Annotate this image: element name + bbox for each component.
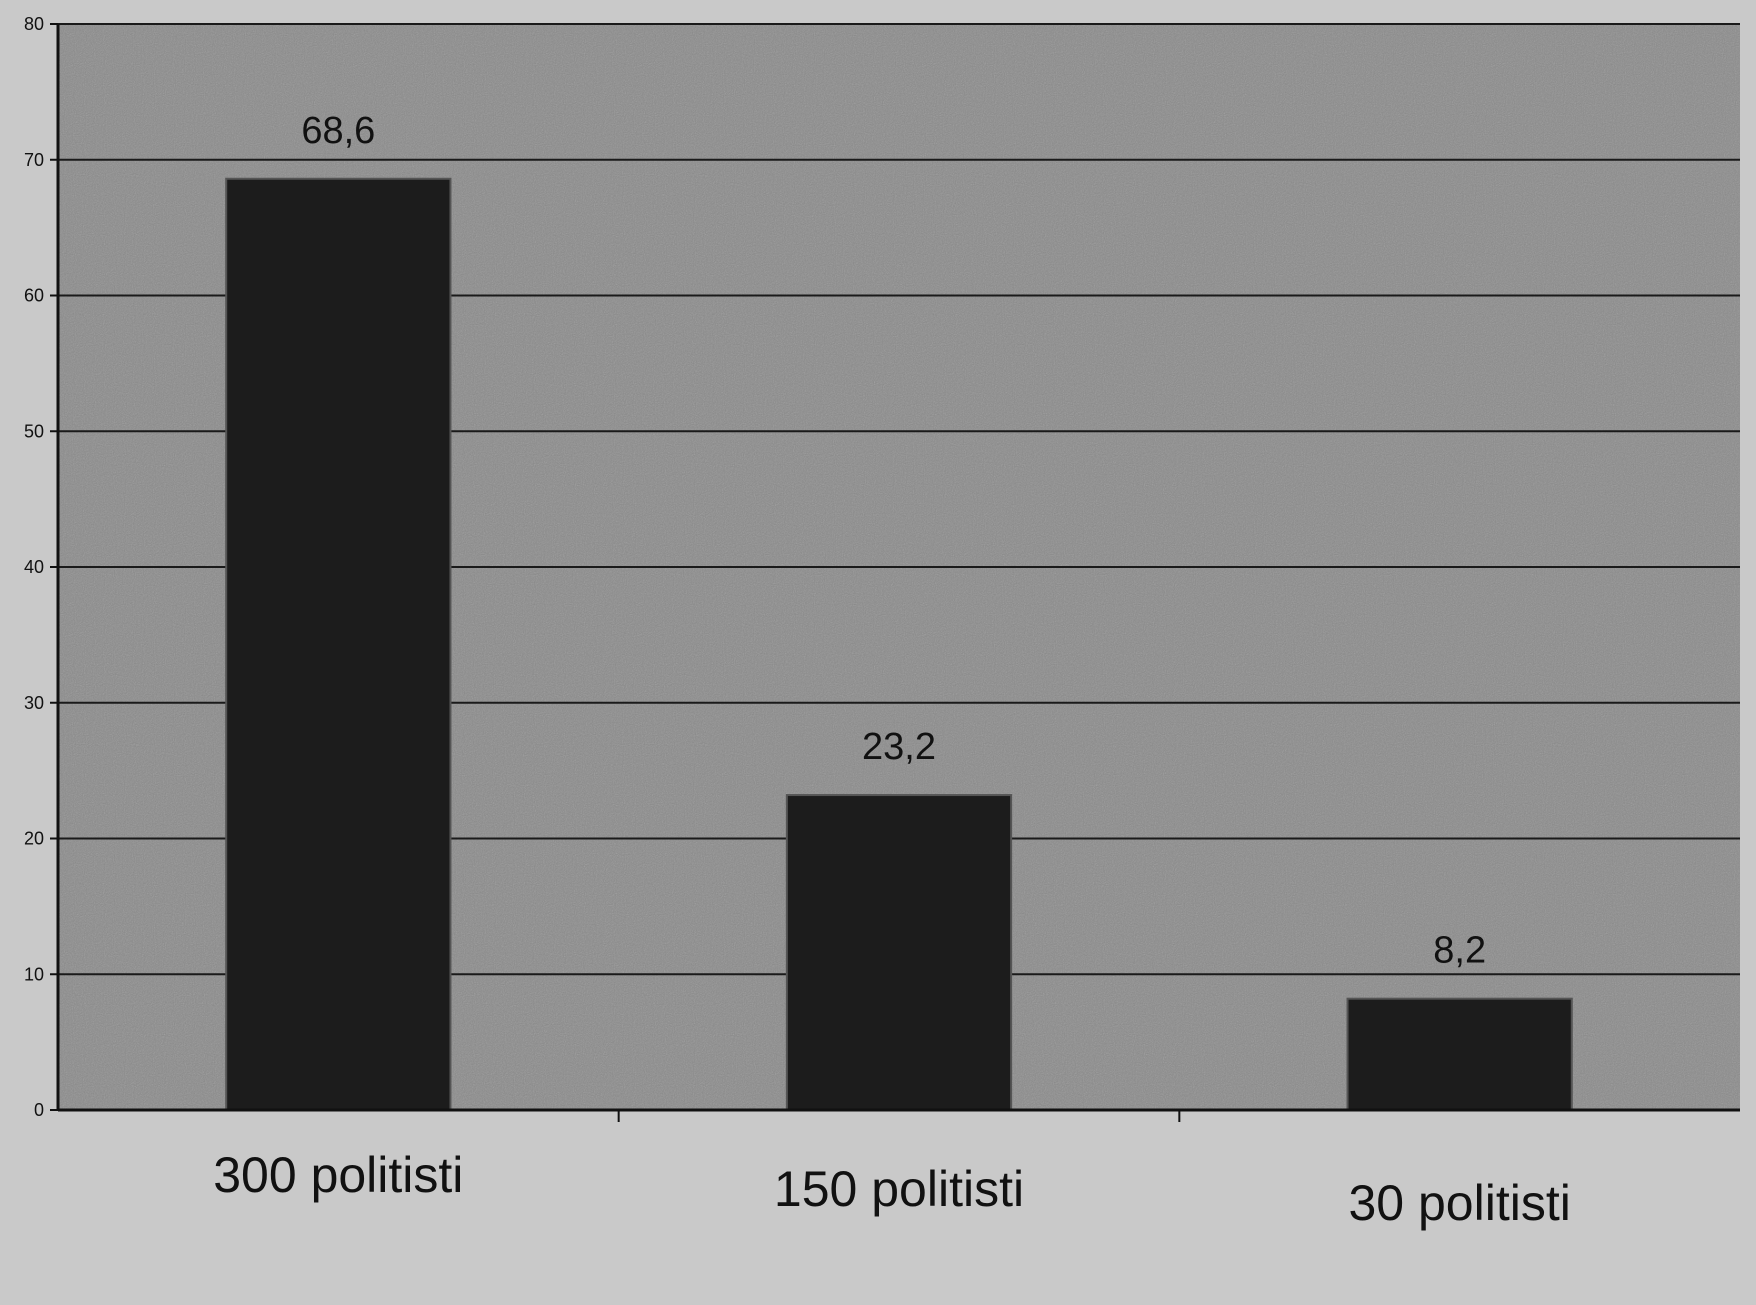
y-tick-label: 30	[24, 693, 44, 713]
y-tick-label: 70	[24, 150, 44, 170]
data-label: 23,2	[862, 726, 936, 768]
y-tick-label: 20	[24, 829, 44, 849]
y-tick-label: 80	[24, 14, 44, 34]
y-tick-label: 40	[24, 557, 44, 577]
y-tick-label: 50	[24, 421, 44, 441]
data-label: 68,6	[301, 110, 375, 152]
y-tick-labels: 0 10 20 30 40 50 60 70 80	[24, 14, 58, 1120]
bar	[1346, 997, 1573, 1111]
data-labels: 68,6 23,2 8,2	[301, 110, 1486, 972]
category-label: 30 politisti	[1348, 1175, 1570, 1231]
bar	[225, 177, 452, 1111]
bar	[785, 794, 1013, 1111]
data-label: 8,2	[1433, 930, 1486, 972]
category-label: 150 politisti	[774, 1161, 1024, 1217]
y-tick-label: 0	[34, 1100, 44, 1120]
category-label: 300 politisti	[213, 1147, 463, 1203]
bars	[225, 177, 1573, 1111]
y-tick-label: 60	[24, 286, 44, 306]
category-labels: 300 politisti 150 politisti 30 politisti	[213, 1147, 1571, 1231]
y-tick-label: 10	[24, 964, 44, 984]
